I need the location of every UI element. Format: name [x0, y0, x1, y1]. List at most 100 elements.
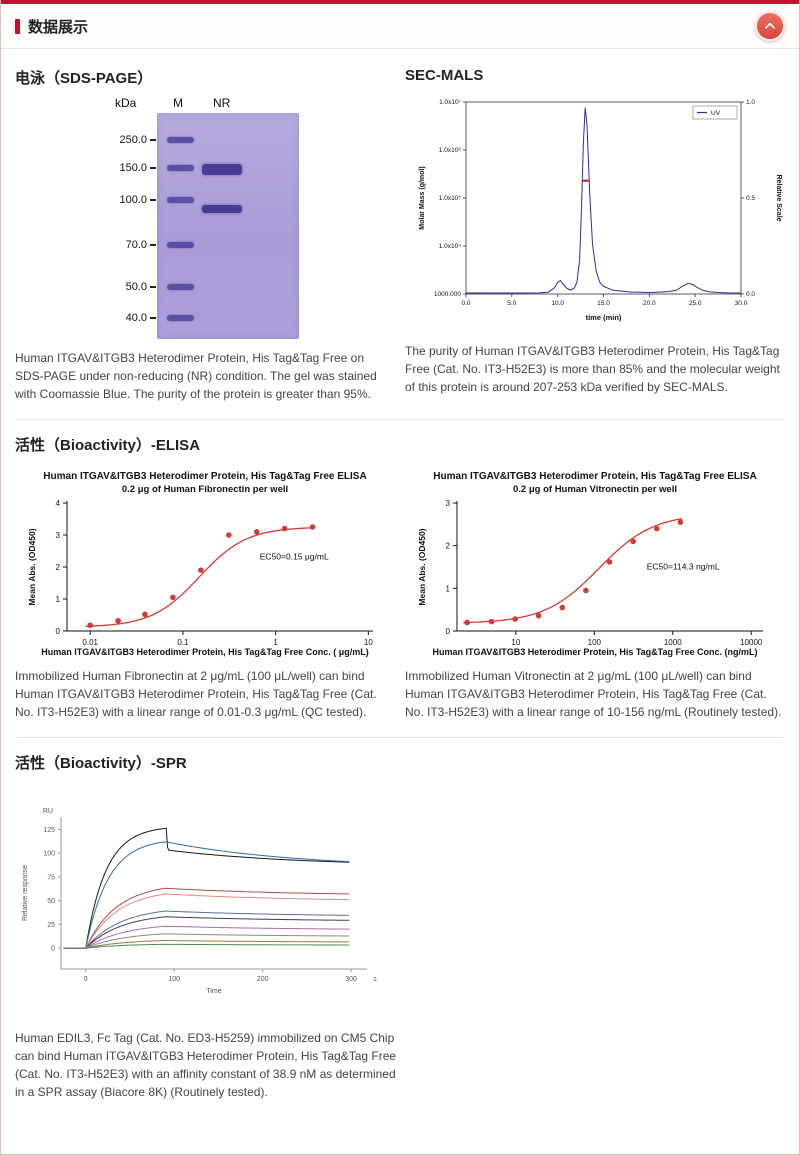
gel-marker-tick: [150, 139, 156, 142]
svg-text:2: 2: [56, 563, 61, 572]
page-header: 数据展示: [1, 4, 799, 49]
svg-text:0: 0: [84, 976, 88, 983]
elisa-heading: 活性（Bioactivity）-ELISA: [15, 437, 201, 454]
elisa-vitronectin-xlabel: Human ITGAV&ITGB3 Heterodimer Protein, H…: [432, 647, 758, 657]
sec-mals-heading: SEC-MALS: [405, 67, 484, 84]
back-to-top-button[interactable]: [755, 11, 785, 41]
gel-marker-label: 150.0: [119, 162, 156, 174]
svg-text:UV: UV: [711, 110, 721, 117]
gel-marker-label: 100.0: [119, 194, 156, 206]
svg-text:Relative response: Relative response: [22, 865, 29, 921]
svg-text:5.0: 5.0: [507, 300, 516, 307]
svg-text:0: 0: [56, 627, 61, 636]
svg-text:1.0: 1.0: [746, 99, 755, 106]
svg-text:10.0: 10.0: [551, 300, 564, 307]
sec-mals-section: SEC-MALS 1.0x10⁷ 1.0x10⁶ 1.0x10⁵ 1.0x10⁴ 100…: [405, 53, 785, 403]
svg-text:0: 0: [446, 627, 451, 636]
gel-marker-band: [167, 241, 194, 248]
svg-text:75: 75: [47, 874, 55, 881]
sds-page-heading: 电泳（SDS-PAGE）: [15, 70, 153, 87]
svg-text:0.0: 0.0: [746, 291, 755, 298]
elisa-fibronectin-title: Human ITGAV&ITGB3 Heterodimer Protein, H…: [43, 471, 367, 482]
spr-caption: Human EDIL3, Fc Tag (Cat. No. ED3-H5259)…: [15, 1031, 397, 1099]
svg-text:Relative Scale: Relative Scale: [775, 174, 782, 221]
gel-marker-label: 50.0: [126, 281, 156, 293]
gel-lane-area: [157, 113, 299, 339]
spr-chart-block: 0 25 50 75 100 125 0 100 200 300 RU Relative respon…: [15, 801, 785, 1101]
svg-text:125: 125: [43, 827, 55, 834]
gel-body: 250.0 150.0 100.0 70.0 50.0 40.0: [111, 113, 299, 339]
svg-text:10: 10: [364, 638, 373, 647]
page-title-group: 数据展示: [15, 16, 88, 37]
sec-mals-caption: The purity of Human ITGAV&ITGB3 Heterodi…: [405, 344, 780, 394]
svg-text:1: 1: [56, 595, 61, 604]
svg-text:25: 25: [47, 922, 55, 929]
svg-text:1.0x10⁶: 1.0x10⁶: [438, 147, 461, 154]
elisa-vitronectin-chart: 0 1 2 3 10 100 1000 10000 Mean Abs. (OD450) EC50=…: [417, 499, 763, 647]
elisa-fibronectin-caption: Immobilized Human Fibronectin at 2 μg/mL…: [15, 669, 377, 719]
svg-text:25.0: 25.0: [688, 300, 701, 307]
gel-marker-labels: 250.0 150.0 100.0 70.0 50.0 40.0: [111, 113, 157, 339]
svg-text:300: 300: [345, 976, 357, 983]
svg-text:100: 100: [43, 851, 55, 858]
svg-text:0.01: 0.01: [82, 638, 98, 647]
svg-text:10: 10: [511, 638, 520, 647]
svg-text:0.1: 0.1: [177, 638, 189, 647]
svg-text:0.0: 0.0: [461, 300, 470, 307]
elisa-vitronectin-title: Human ITGAV&ITGB3 Heterodimer Protein, H…: [433, 471, 757, 482]
svg-text:1.0x10⁵: 1.0x10⁵: [438, 195, 461, 202]
svg-text:200: 200: [257, 976, 269, 983]
elisa-fibronectin-xlabel: Human ITGAV&ITGB3 Heterodimer Protein, H…: [41, 647, 369, 657]
sec-mals-chart: 1.0x10⁷ 1.0x10⁶ 1.0x10⁵ 1.0x10⁴ 1000.000 1.0 0…: [419, 99, 782, 322]
spr-chart: 0 25 50 75 100 125 0 100 200 300 RU Relative respon…: [22, 808, 377, 995]
svg-text:1.0x10⁷: 1.0x10⁷: [439, 99, 462, 106]
elisa-fibronectin-block: Human ITGAV&ITGB3 Heterodimer Protein, H…: [15, 463, 395, 721]
elisa-vitronectin-subtitle: 0.2 μg of Human Vitronectin per well: [512, 484, 677, 495]
gel-lane-nr-label: NR: [213, 96, 231, 110]
svg-text:Molar Mass (g/mol): Molar Mass (g/mol): [419, 166, 426, 229]
svg-text:Mean Abs. (OD450): Mean Abs. (OD450): [417, 528, 427, 605]
svg-text:0: 0: [51, 946, 55, 953]
svg-text:1000: 1000: [664, 638, 682, 647]
gel-sample-band: [202, 205, 242, 214]
svg-text:EC50=0.15 μg/mL: EC50=0.15 μg/mL: [260, 551, 329, 561]
svg-text:15.0: 15.0: [597, 300, 610, 307]
gel-marker-band: [167, 164, 194, 171]
elisa-row: Human ITGAV&ITGB3 Heterodimer Protein, H…: [15, 463, 785, 721]
section-divider-1: [15, 419, 785, 420]
svg-text:0.5: 0.5: [746, 195, 755, 202]
gel-marker-tick: [150, 286, 156, 289]
svg-text:Time: Time: [206, 988, 221, 995]
gel-sample-band: [202, 164, 242, 176]
gel-marker-tick: [150, 243, 156, 246]
svg-text:2: 2: [446, 542, 451, 551]
section-divider-2: [15, 737, 785, 738]
svg-text:1: 1: [273, 638, 278, 647]
gel-unit-label: kDa: [115, 96, 137, 110]
elisa-vitronectin-block: Human ITGAV&ITGB3 Heterodimer Protein, H…: [405, 463, 785, 721]
gel-marker-band: [167, 137, 194, 144]
svg-text:4: 4: [56, 499, 61, 508]
svg-text:time (min): time (min): [585, 313, 621, 322]
svg-text:3: 3: [56, 531, 61, 540]
chevron-up-icon: [765, 22, 775, 29]
svg-text:1: 1: [446, 584, 451, 593]
svg-text:100: 100: [168, 976, 180, 983]
svg-text:20.0: 20.0: [643, 300, 656, 307]
gel-marker-label: 70.0: [126, 239, 156, 251]
elisa-vitronectin-caption: Immobilized Human Vitronectin at 2 μg/mL…: [405, 669, 782, 719]
gel-marker-band: [167, 197, 194, 203]
sds-page-section: 电泳（SDS-PAGE） kDa M NR 250.0 150.0 100.0 70.…: [15, 53, 395, 403]
page-title: 数据展示: [28, 18, 89, 36]
svg-text:s: s: [373, 976, 377, 983]
svg-text:30.0: 30.0: [734, 300, 747, 307]
svg-text:EC50=114.3 ng/mL: EC50=114.3 ng/mL: [647, 562, 720, 572]
svg-text:10000: 10000: [740, 638, 763, 647]
svg-text:100: 100: [588, 638, 602, 647]
svg-text:Mean Abs. (OD450): Mean Abs. (OD450): [27, 528, 37, 605]
elisa-fibronectin-subtitle: 0.2 μg of Human Fibronectin per well: [121, 484, 289, 495]
svg-text:1.0x10⁴: 1.0x10⁴: [438, 243, 461, 250]
gel-marker-label: 40.0: [126, 312, 156, 324]
gel-marker-tick: [150, 316, 156, 319]
